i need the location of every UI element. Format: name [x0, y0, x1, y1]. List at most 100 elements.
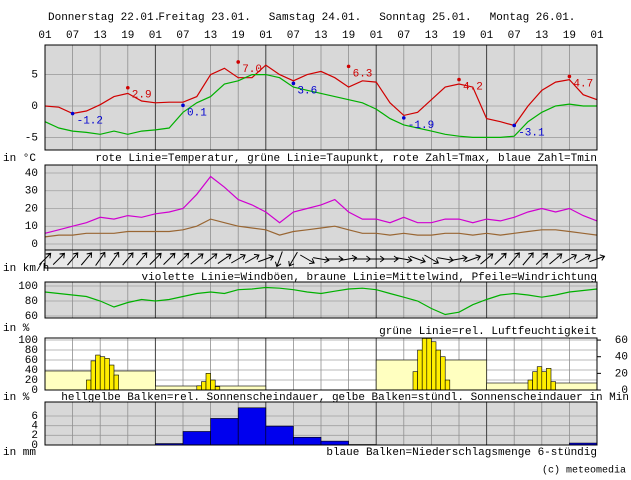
wind-arrow [340, 254, 358, 262]
day-label: Samstag 24.01. [269, 12, 361, 24]
extreme-dot [512, 123, 516, 128]
wind-arrow [176, 252, 190, 266]
wind-arrow [300, 254, 315, 265]
wind-arrow [409, 255, 426, 264]
panel-frame [44, 281, 598, 319]
wind-arrow [395, 256, 413, 264]
x-tick-label: 07 [66, 30, 79, 42]
wind-arrow [326, 255, 344, 263]
wind-arrow [535, 252, 549, 266]
extreme-dot [346, 64, 351, 69]
wind-arrow [67, 252, 79, 266]
hourly-sun-bar [527, 379, 533, 391]
x-tick-label: 13 [425, 30, 438, 42]
hourly-sun-bar [104, 358, 110, 391]
y-tick-label: 60 [25, 311, 38, 323]
wind-arrow [244, 253, 260, 264]
extreme-label: 7.0 [242, 64, 262, 76]
y-tick-label: 40 [25, 168, 38, 180]
wind-arrow [163, 252, 176, 266]
hourly-sun-bar [435, 349, 441, 391]
wind-arrow [204, 253, 218, 265]
y-tick-label: 60 [25, 355, 38, 367]
precip-bar [182, 431, 211, 446]
unit-label: in % [3, 392, 30, 404]
wind-arrow [424, 254, 440, 265]
x-tick-label: 19 [563, 30, 576, 42]
x-tick-label: 01 [370, 30, 384, 42]
hourly-sun-bar [86, 379, 92, 391]
y-tick-label: -5 [25, 132, 38, 144]
x-tick-label: 07 [508, 30, 521, 42]
wind-arrow [122, 252, 134, 266]
caption: hellgelbe Balken=rel. Sonnenscheindauer,… [61, 392, 629, 404]
hourly-sun-bar [550, 381, 556, 391]
y2-tick-label: 0 [621, 385, 628, 397]
wind-arrow [382, 255, 399, 263]
hourly-sun-bar [90, 360, 96, 391]
wind-arrow [231, 253, 246, 264]
y-tick-label: 100 [18, 335, 38, 347]
caption: violette Linie=Windböen, braune Linie=Mi… [142, 272, 597, 284]
y-tick-label: 0 [31, 101, 38, 113]
extreme-label: 4.2 [463, 81, 483, 93]
x-tick-label: 07 [397, 30, 410, 42]
x-tick-label: 13 [94, 30, 107, 42]
y-tick-label: 5 [31, 69, 38, 81]
x-tick-label: 07 [176, 30, 189, 42]
x-tick-label: 01 [149, 30, 163, 42]
wind-arrow [109, 251, 120, 266]
x-tick-label: 01 [38, 30, 52, 42]
precip-bar [320, 440, 349, 446]
extreme-label: 2.9 [132, 90, 152, 102]
x-tick-label: 13 [314, 30, 327, 42]
panel-frame [44, 44, 598, 151]
extreme-dot [236, 60, 240, 64]
extreme-label: 0.1 [187, 107, 207, 119]
hourly-sun-bar [196, 385, 202, 391]
wind-arrow [80, 252, 93, 266]
panel-frame [44, 401, 598, 446]
wind-arrow [562, 253, 578, 264]
y-tick-label: 30 [25, 186, 38, 198]
precip-bar [210, 418, 239, 446]
extreme-dot [126, 85, 130, 90]
y-tick-label: 80 [25, 345, 38, 357]
extreme-label: 3.6 [297, 85, 317, 97]
y2-tick-label: 20 [615, 368, 628, 380]
caption: blaue Balken=Niederschlagsmenge 6-stündi… [326, 447, 597, 459]
extreme-dot [567, 74, 572, 79]
x-tick-label: 01 [480, 30, 494, 42]
precip-bar [237, 407, 267, 446]
x-tick-label: 13 [204, 30, 217, 42]
hourly-sun-bar [109, 364, 115, 391]
hourly-sun-bar [205, 373, 211, 391]
y-tick-label: 100 [18, 281, 38, 293]
hourly-sun-bar [421, 338, 428, 391]
x-tick-label: 01 [590, 30, 604, 42]
hourly-sun-bar [431, 341, 437, 391]
extreme-dot [291, 81, 296, 86]
wind-arrow [549, 253, 563, 265]
wind-arrow [95, 251, 106, 266]
wind-arrow [576, 253, 591, 264]
unit-label: in km/h [3, 263, 49, 275]
wind-arrow [508, 252, 520, 266]
unit-label: in % [3, 323, 30, 335]
extreme-dot [457, 77, 461, 82]
x-tick-label: 01 [259, 30, 273, 42]
y-tick-label: 10 [25, 221, 38, 233]
extreme-label: 4.7 [573, 78, 593, 90]
day-label: Montag 26.01. [490, 12, 576, 24]
hourly-sun-bar [532, 371, 538, 391]
y-tick-label: 0 [31, 239, 38, 251]
x-tick-label: 19 [121, 30, 134, 42]
y2-tick-label: 40 [615, 352, 628, 364]
x-tick-label: 19 [342, 30, 355, 42]
extreme-dot [402, 116, 406, 120]
x-tick-label: 19 [452, 30, 465, 42]
extreme-label: -3.1 [518, 127, 545, 139]
wind-arrow [522, 252, 534, 266]
caption: grüne Linie=rel. Luftfeuchtigkeit [379, 326, 597, 338]
